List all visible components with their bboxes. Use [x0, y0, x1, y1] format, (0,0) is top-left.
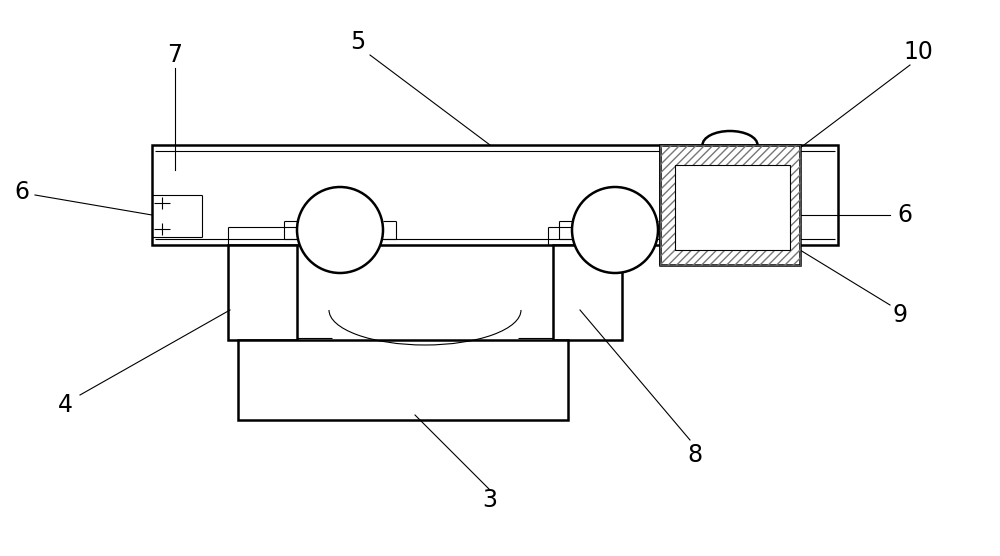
- Bar: [238, 340, 568, 420]
- Text: 6: 6: [898, 203, 912, 227]
- Bar: [152, 145, 838, 245]
- Circle shape: [572, 187, 658, 273]
- Bar: [660, 145, 800, 265]
- Text: 4: 4: [58, 393, 72, 417]
- Bar: [660, 145, 800, 265]
- Text: 10: 10: [903, 40, 933, 64]
- Text: 6: 6: [14, 180, 30, 204]
- Text: 8: 8: [687, 443, 703, 467]
- Text: 5: 5: [350, 30, 366, 54]
- Bar: [228, 245, 297, 340]
- Circle shape: [297, 187, 383, 273]
- Text: 3: 3: [482, 488, 498, 512]
- Text: 9: 9: [893, 303, 908, 327]
- Text: 7: 7: [168, 43, 182, 67]
- Bar: [553, 245, 622, 340]
- Bar: [675, 165, 790, 250]
